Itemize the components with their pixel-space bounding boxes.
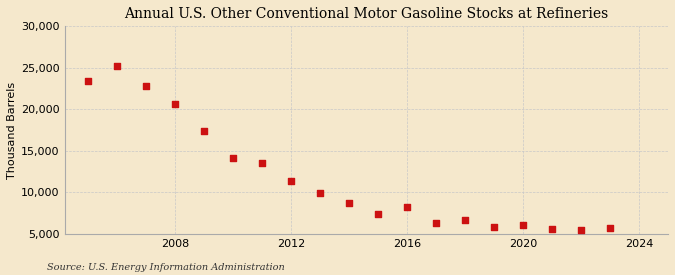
Point [227, 156, 238, 161]
Point [431, 221, 441, 225]
Point [402, 204, 412, 209]
Title: Annual U.S. Other Conventional Motor Gasoline Stocks at Refineries: Annual U.S. Other Conventional Motor Gas… [124, 7, 608, 21]
Point [140, 84, 151, 88]
Point [373, 212, 383, 216]
Point [286, 178, 296, 183]
Point [315, 191, 325, 196]
Point [460, 218, 470, 222]
Point [198, 129, 209, 133]
Point [256, 160, 267, 165]
Point [547, 227, 558, 231]
Point [634, 268, 645, 272]
Point [518, 222, 529, 227]
Point [576, 228, 587, 232]
Point [169, 102, 180, 106]
Point [111, 64, 122, 68]
Text: Source: U.S. Energy Information Administration: Source: U.S. Energy Information Administ… [47, 263, 285, 272]
Point [489, 225, 500, 230]
Point [605, 226, 616, 230]
Y-axis label: Thousand Barrels: Thousand Barrels [7, 82, 17, 179]
Point [344, 201, 354, 205]
Point [82, 79, 93, 83]
